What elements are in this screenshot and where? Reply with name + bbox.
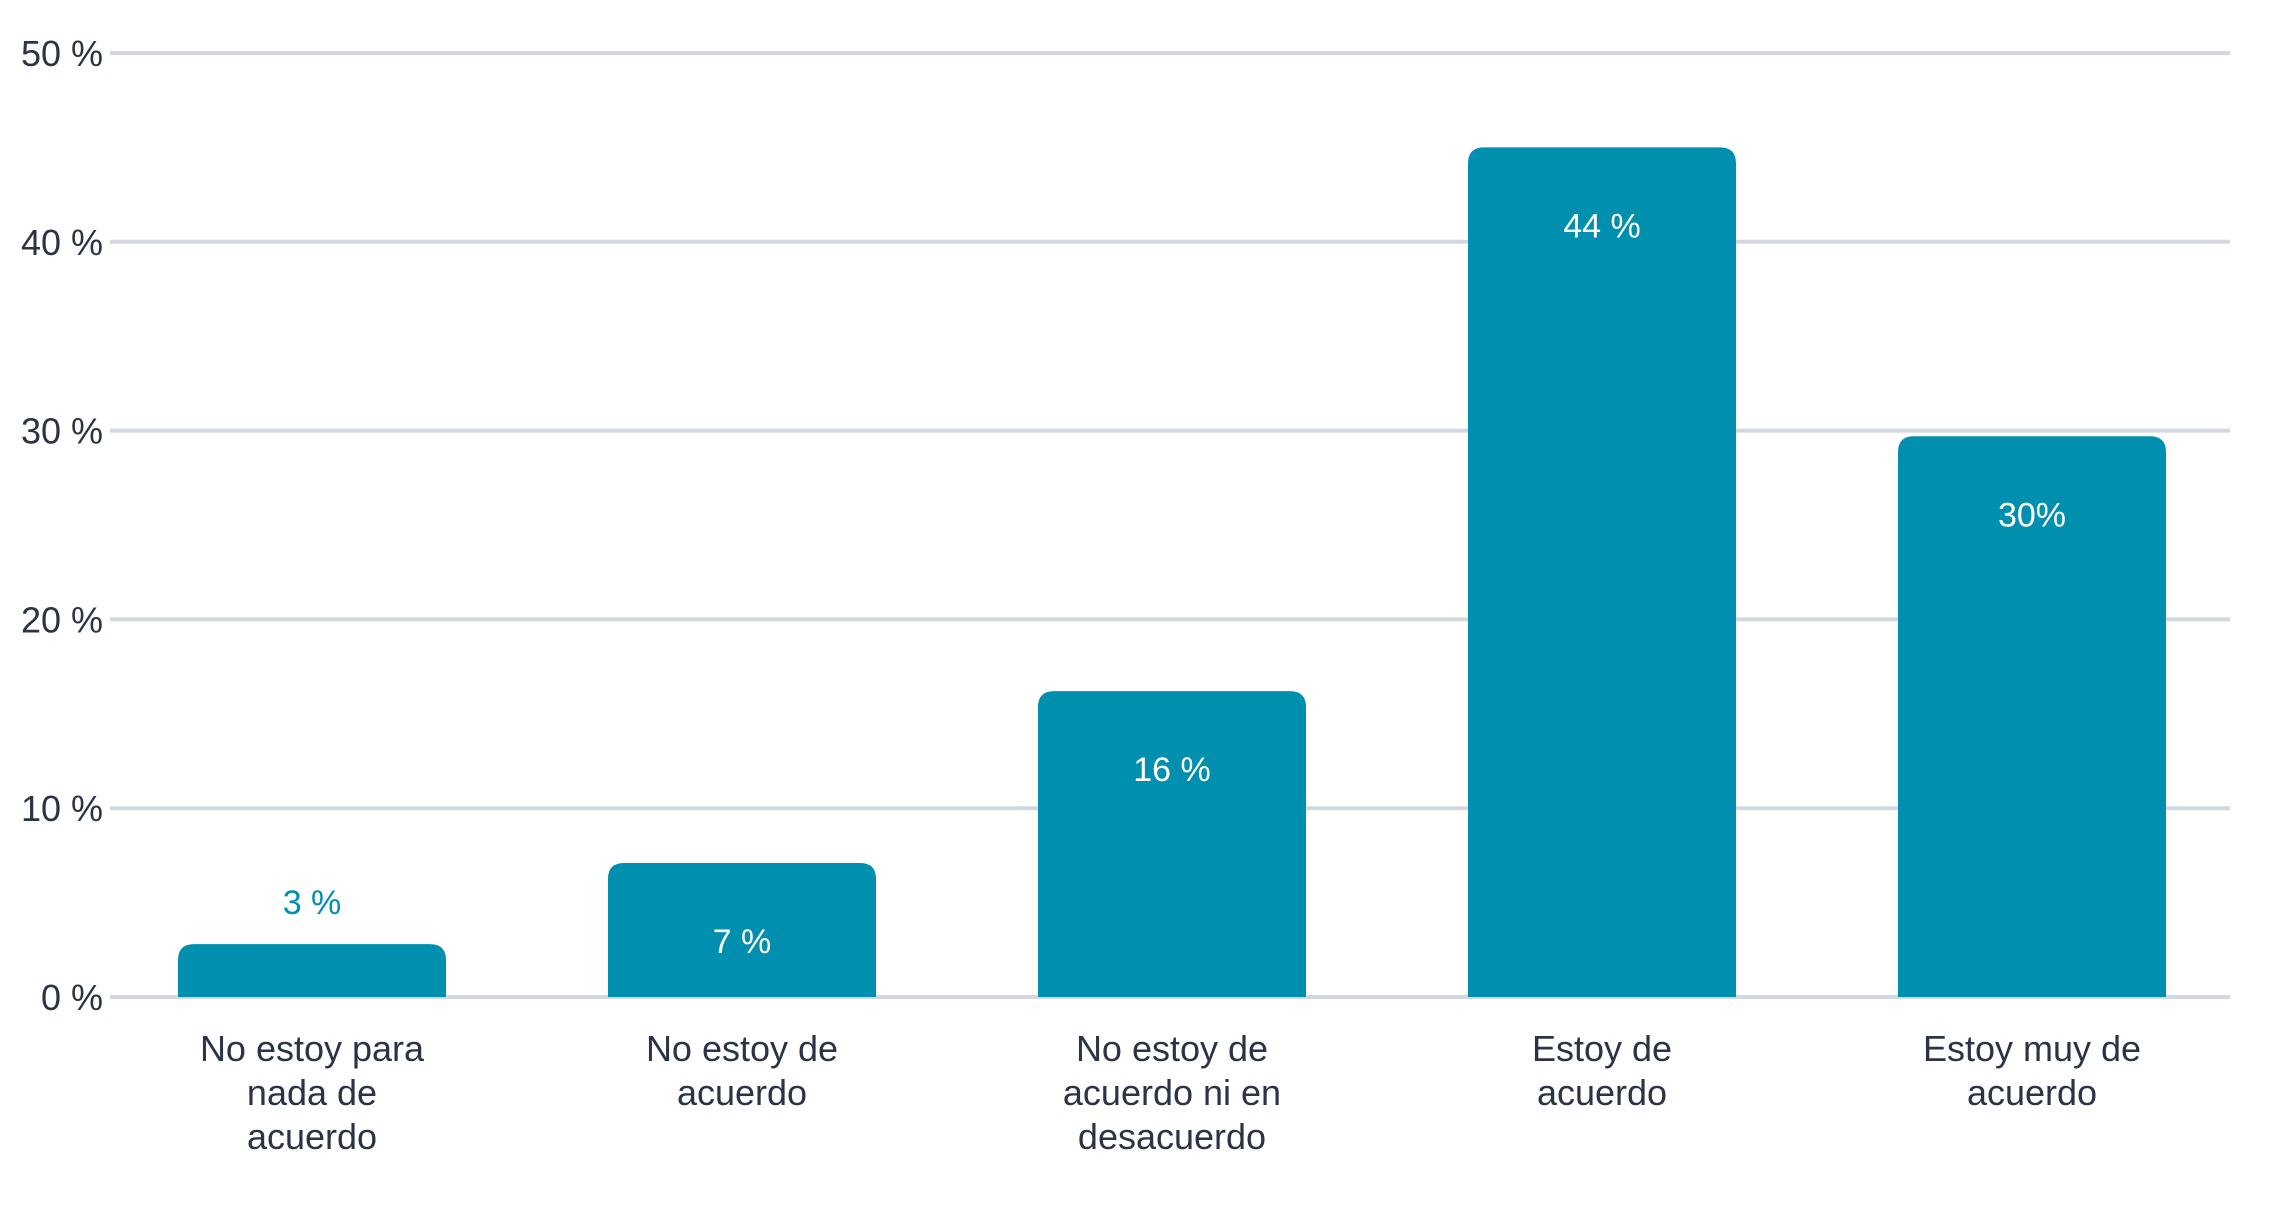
data-labels: 3 % 7 % 16 % 44 % 30% [283, 207, 2066, 961]
bar [1038, 691, 1306, 997]
bar-value-label: 30% [1998, 496, 2066, 534]
y-tick-label: 50 % [21, 33, 103, 74]
grid-lines [110, 51, 2230, 999]
x-category-label: acuerdo [1967, 1072, 2097, 1113]
y-tick-label: 40 % [21, 222, 103, 263]
x-category-label: Estoy de [1532, 1028, 1672, 1069]
x-category-label: acuerdo ni en [1063, 1072, 1281, 1113]
bar [1468, 147, 1736, 997]
bar-value-label: 16 % [1133, 751, 1211, 789]
bar-value-label: 3 % [283, 884, 342, 922]
x-category-label: desacuerdo [1078, 1116, 1266, 1157]
x-category-label: nada de [247, 1072, 377, 1113]
y-tick-label: 10 % [21, 788, 103, 829]
y-tick-label: 0 % [41, 977, 103, 1018]
bars [178, 147, 2166, 997]
y-axis-ticks: 0 % 10 % 20 % 30 % 40 % 50 % [21, 33, 103, 1018]
y-tick-label: 30 % [21, 411, 103, 452]
x-category-label: Estoy muy de [1923, 1028, 2141, 1069]
y-tick-label: 20 % [21, 599, 103, 640]
x-category-label: acuerdo [677, 1072, 807, 1113]
x-category-label: No estoy de [1076, 1028, 1268, 1069]
bar-value-label: 44 % [1563, 207, 1641, 245]
bar [178, 944, 446, 997]
x-category-label: No estoy para [200, 1028, 425, 1069]
x-category-label: No estoy de [646, 1028, 838, 1069]
bar [1898, 436, 2166, 997]
bar-value-label: 7 % [713, 923, 772, 961]
x-category-label: acuerdo [1537, 1072, 1667, 1113]
bar [608, 862, 876, 997]
x-category-label: acuerdo [247, 1116, 377, 1157]
